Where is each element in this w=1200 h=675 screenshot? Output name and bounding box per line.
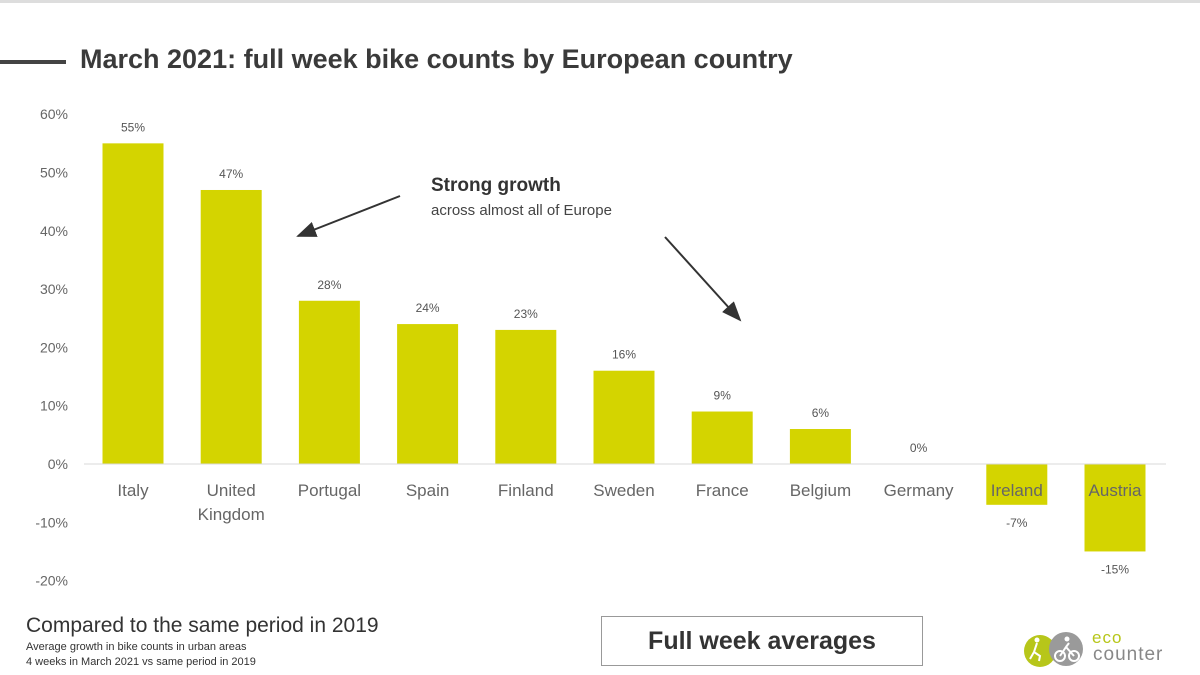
category-label: Germany	[884, 481, 954, 500]
eco-counter-logo-icon	[1024, 632, 1083, 667]
category-label: France	[696, 481, 749, 500]
bar-spain	[397, 324, 459, 464]
y-tick-label: 30%	[40, 281, 68, 297]
comparison-note-1: Average growth in bike counts in urban a…	[26, 641, 247, 653]
data-label: 24%	[416, 301, 440, 315]
y-tick-label: 60%	[40, 106, 68, 122]
data-label: -15%	[1101, 562, 1129, 576]
y-tick-label: 40%	[40, 223, 68, 239]
comparison-note-2: 4 weeks in March 2021 vs same period in …	[26, 656, 256, 668]
top-rule	[0, 0, 1200, 3]
logo-text-counter: counter	[1093, 644, 1164, 665]
y-tick-label: 20%	[40, 339, 68, 355]
data-label: 28%	[317, 278, 341, 292]
data-label: 6%	[812, 406, 830, 420]
y-tick-label: -10%	[35, 514, 68, 530]
page-title: March 2021: full week bike counts by Eur…	[80, 44, 793, 74]
category-label: United Kingdom	[198, 481, 265, 524]
data-label: 16%	[612, 348, 636, 362]
data-label: 55%	[121, 120, 145, 134]
bar-belgium	[789, 429, 851, 464]
data-label: 47%	[219, 167, 243, 181]
annotation-subtitle: across almost all of Europe	[431, 202, 612, 219]
category-label: Austria	[1089, 481, 1142, 500]
bar-ireland	[986, 464, 1048, 505]
full-week-averages-badge: Full week averages	[601, 616, 923, 666]
bar-finland	[495, 329, 557, 464]
comparison-headline: Compared to the same period in 2019	[26, 614, 379, 637]
category-label: Finland	[498, 481, 554, 500]
annotation-title: Strong growth	[431, 175, 561, 196]
bar-italy	[102, 143, 164, 464]
bar-austria	[1084, 464, 1146, 552]
category-label: Sweden	[593, 481, 654, 500]
category-label: Spain	[406, 481, 449, 500]
category-label: Belgium	[790, 481, 851, 500]
data-label: 0%	[910, 441, 928, 455]
data-label: -7%	[1006, 516, 1028, 530]
y-tick-label: 0%	[48, 456, 68, 472]
category-label: Italy	[117, 481, 149, 500]
logo-text-eco: eco	[1092, 628, 1123, 647]
y-tick-label: -20%	[35, 573, 68, 589]
category-label: Ireland	[991, 481, 1043, 500]
category-label: Portugal	[298, 481, 361, 500]
title-accent-bar	[0, 60, 66, 64]
bar-portugal	[298, 300, 360, 464]
y-tick-label: 50%	[40, 165, 68, 181]
data-label: 9%	[714, 389, 732, 403]
data-label: 23%	[514, 307, 538, 321]
y-tick-label: 10%	[40, 398, 68, 414]
bar-france	[691, 411, 753, 464]
bar-united-kingdom	[200, 189, 262, 465]
annotation-arrow-right	[664, 236, 742, 322]
annotation-arrow-left	[296, 195, 401, 237]
bar-sweden	[593, 370, 655, 464]
